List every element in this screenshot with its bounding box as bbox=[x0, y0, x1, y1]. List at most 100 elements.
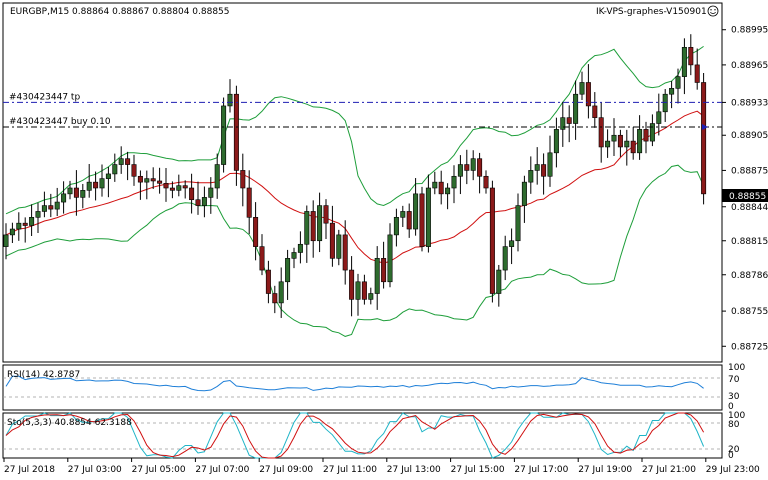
candle-body bbox=[201, 197, 207, 206]
candle-body bbox=[246, 187, 252, 218]
candle-body bbox=[393, 217, 399, 236]
time-tick-label: 27 Jul 13:00 bbox=[387, 465, 441, 475]
candle-body bbox=[150, 178, 156, 182]
time-tick-label: 27 Jul 05:00 bbox=[132, 465, 186, 475]
candle-body bbox=[445, 187, 451, 195]
price-axis: 0.88995 0.88965 0.88933 0.88905 0.88875 0.888… bbox=[722, 26, 768, 352]
candle-body bbox=[387, 234, 393, 283]
candle-body bbox=[16, 222, 22, 230]
stoch-level-20: 20 bbox=[728, 445, 740, 455]
candle-body bbox=[214, 164, 220, 189]
stoch-scale-top: 100 bbox=[728, 411, 745, 421]
price-tick-label: 0.88815 bbox=[731, 237, 768, 247]
candle-body bbox=[336, 234, 342, 259]
candle-body bbox=[182, 185, 188, 189]
candle-body bbox=[195, 199, 201, 206]
candle-body bbox=[425, 187, 431, 247]
time-tick-label: 29 Jul 23:00 bbox=[706, 465, 760, 475]
candle-body bbox=[131, 164, 137, 177]
candle-body bbox=[477, 158, 483, 177]
candle-body bbox=[598, 117, 604, 148]
candle-body bbox=[157, 180, 163, 184]
candle-body bbox=[483, 175, 489, 189]
candle-body bbox=[259, 246, 265, 271]
stoch-scale-bottom: 0 bbox=[728, 451, 734, 461]
candle-body bbox=[163, 183, 169, 189]
rsi-label: RSI(14) 42.8787 bbox=[7, 370, 80, 380]
time-tick-label: 27 Jul 21:00 bbox=[642, 465, 696, 475]
time-tick-label: 27 Jul 09:00 bbox=[259, 465, 313, 475]
candle-body bbox=[502, 246, 508, 271]
candle-body bbox=[432, 181, 438, 189]
candle-body bbox=[656, 111, 662, 124]
candle-body bbox=[54, 201, 60, 210]
order-lines[interactable]: #430423447 tp #430423447 buy 0.10 bbox=[3, 92, 722, 131]
time-tick-label: 27 Jul 15:00 bbox=[451, 465, 505, 475]
candle-body bbox=[93, 181, 99, 189]
candle-body bbox=[297, 243, 303, 253]
rsi-scale-top: 100 bbox=[728, 363, 745, 373]
candle-body bbox=[381, 258, 387, 283]
time-axis: 27 Jul 2018 27 Jul 03:00 27 Jul 05:00 27 Ju… bbox=[3, 458, 760, 475]
time-tick-label: 27 Jul 07:00 bbox=[195, 465, 249, 475]
candle-body bbox=[118, 158, 124, 165]
candle-body bbox=[9, 228, 15, 236]
candle-body bbox=[438, 181, 444, 195]
candle-body bbox=[278, 281, 284, 304]
price-panel[interactable] bbox=[2, 2, 723, 363]
candle-body bbox=[240, 170, 246, 189]
candle-body bbox=[694, 64, 700, 83]
candle-body bbox=[208, 187, 214, 198]
candle-body bbox=[317, 205, 323, 242]
time-tick-label: 27 Jul 11:00 bbox=[323, 465, 377, 475]
candle-body bbox=[688, 47, 694, 66]
candle-body bbox=[637, 129, 643, 154]
candle-body bbox=[265, 269, 271, 294]
candlesticks bbox=[3, 34, 707, 318]
stochastic-signal-line bbox=[5, 412, 705, 459]
time-tick-label: 27 Jul 19:00 bbox=[578, 465, 632, 475]
candle-body bbox=[272, 293, 278, 304]
order-label: #430423447 buy 0.10 bbox=[9, 117, 111, 127]
rsi-line bbox=[5, 375, 704, 392]
candle-body bbox=[285, 258, 291, 283]
candle-body bbox=[400, 211, 406, 218]
candle-body bbox=[669, 88, 675, 95]
candle-body bbox=[592, 105, 598, 118]
candle-body bbox=[457, 164, 463, 177]
candle-body bbox=[221, 105, 227, 165]
candle-body bbox=[86, 181, 92, 191]
server-label: IK-VPS-graphes-V150901 bbox=[596, 7, 707, 17]
candle-body bbox=[547, 152, 553, 177]
price-tick-label: 0.88844 bbox=[731, 203, 768, 213]
rsi-panel[interactable] bbox=[2, 364, 723, 411]
candle-body bbox=[374, 258, 380, 294]
candle-body bbox=[61, 193, 67, 203]
candle-body bbox=[368, 293, 374, 300]
candle-body bbox=[521, 181, 527, 206]
price-tick-label: 0.88905 bbox=[731, 131, 768, 141]
candle-body bbox=[649, 123, 655, 142]
candle-body bbox=[470, 158, 476, 171]
price-tick-label: 0.88933 bbox=[731, 98, 768, 108]
price-tick-label: 0.88995 bbox=[731, 26, 768, 36]
candle-body bbox=[496, 269, 502, 294]
candle-body bbox=[3, 234, 9, 247]
price-tick-label: 0.88875 bbox=[731, 166, 768, 176]
candle-body bbox=[675, 76, 681, 89]
candle-body bbox=[105, 173, 111, 179]
candle-body bbox=[99, 178, 105, 189]
candle-body bbox=[701, 82, 707, 195]
candle-body bbox=[630, 140, 636, 154]
candle-body bbox=[585, 82, 591, 107]
time-tick-label: 27 Jul 17:00 bbox=[514, 465, 568, 475]
candle-body bbox=[413, 193, 419, 230]
candle-body bbox=[29, 217, 35, 226]
candle-body bbox=[566, 117, 572, 124]
smiley-icon bbox=[707, 5, 719, 17]
candle-body bbox=[528, 170, 534, 183]
candle-body bbox=[169, 187, 175, 191]
candle-body bbox=[515, 205, 521, 242]
candle-body bbox=[643, 129, 649, 142]
